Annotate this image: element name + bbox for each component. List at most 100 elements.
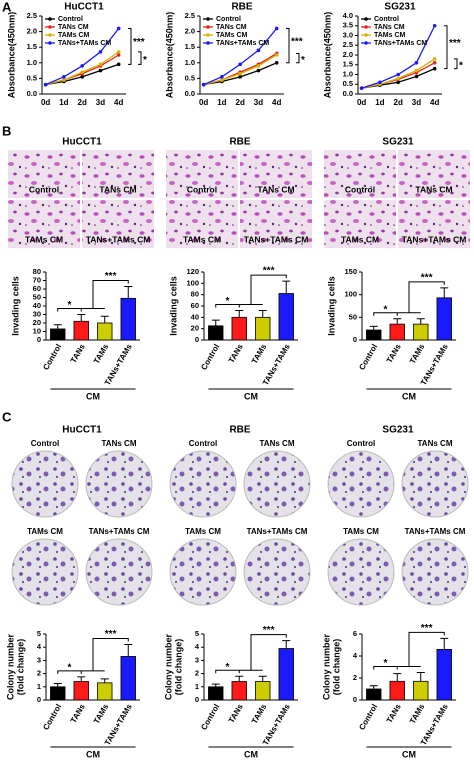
bar (120, 297, 136, 341)
micrograph (324, 200, 396, 248)
x-tick-label: Control (199, 703, 221, 732)
x-tick-label: 0d (357, 98, 366, 107)
y-tick-label: 80 (33, 267, 41, 276)
annotation: *** (263, 266, 275, 277)
image-title: HuCCT1 (62, 425, 102, 436)
y-tick-label: 1 (195, 682, 199, 691)
error-bar (53, 683, 62, 687)
y-tick-label: 4 (353, 651, 358, 660)
x-tick-label: TAMs (92, 702, 111, 725)
error-bar (416, 672, 425, 682)
y-tick-label: 30 (33, 309, 41, 318)
colony-plate (11, 538, 79, 606)
image-label: TAMs CM (341, 234, 379, 244)
bar (231, 316, 247, 341)
x-tick-label: Control (357, 343, 379, 372)
bar (231, 681, 247, 701)
significance-bracket (138, 51, 142, 65)
error-bar (77, 314, 86, 322)
panel-label: B (2, 123, 11, 138)
y-tick-label: 2.0 (185, 27, 195, 36)
significance-bracket (128, 27, 132, 65)
annotation: * (226, 296, 230, 307)
legend-marker (206, 41, 210, 45)
annotation: * (301, 55, 305, 66)
bar (97, 682, 113, 701)
error-bar (282, 640, 291, 649)
chart-title: HuCCT1 (64, 2, 104, 13)
y-tick-label: 4 (195, 642, 200, 651)
significance-bracket (454, 58, 458, 70)
legend-marker (48, 25, 52, 29)
legend-label: TANs CM (374, 24, 405, 31)
x-tick-label: 3d (254, 98, 263, 107)
colony-plate (327, 538, 395, 606)
y-tick-label: 3 (37, 655, 41, 664)
y-tick-label: 1.5 (343, 60, 353, 69)
data-point (414, 68, 419, 73)
image-label: TAMs CM (27, 527, 63, 536)
data-point (432, 61, 437, 65)
data-point (414, 61, 419, 65)
legend-marker (48, 33, 52, 37)
micrograph (324, 150, 396, 198)
error-bar (282, 280, 291, 294)
error-bar (124, 285, 133, 299)
x-tick-label: 3d (412, 98, 421, 107)
significance-bracket (373, 666, 421, 670)
x-tick-label: 0d (199, 98, 208, 107)
x-tick-label: TANs (385, 702, 403, 725)
y-tick-label: 1.5 (185, 42, 195, 51)
legend-label: TAMs CM (216, 32, 248, 39)
legend-label: TAMs CM (58, 32, 90, 39)
data-point (80, 64, 84, 68)
colony-plate (401, 538, 469, 606)
error-bar (369, 685, 378, 689)
x-tick-label: TAMs (408, 342, 427, 365)
significance-bracket (92, 638, 129, 671)
data-point (116, 50, 121, 54)
y-tick-label: 3.5 (343, 21, 353, 30)
group-label: CM (402, 391, 416, 401)
bar (366, 688, 382, 701)
bar (436, 649, 452, 701)
y-tick-label: 3.0 (343, 30, 353, 39)
bar (255, 316, 271, 341)
data-point (98, 68, 103, 73)
legend-label: TANs CM (58, 24, 89, 31)
annotation: * (68, 663, 72, 674)
x-tick-label: 0d (41, 98, 50, 107)
image-label: TAMs CM (185, 527, 221, 536)
legend-marker (206, 33, 210, 37)
image-label: Control (345, 184, 375, 194)
panel-label: A (2, 0, 12, 14)
bar (278, 648, 294, 701)
bar (255, 681, 271, 701)
group-label: CM (244, 391, 258, 401)
data-point (80, 75, 84, 79)
y-tick-label: 50 (33, 292, 41, 301)
image-label: Control (187, 184, 217, 194)
image-label: TANs+TAMs CM (86, 234, 151, 244)
y-tick-label: 10 (33, 326, 41, 335)
image-label: TANs+TAMs CM (247, 527, 308, 536)
y-tick-label: 20 (191, 324, 199, 333)
data-point (116, 26, 121, 31)
annotation: *** (421, 273, 433, 284)
legend-label: TANs+TAMs CM (58, 40, 111, 47)
image-title: RBE (229, 425, 250, 436)
legend-marker (364, 33, 368, 37)
x-tick-label: TANs (69, 342, 87, 365)
legend-label: TANs CM (216, 24, 247, 31)
image-title: SG231 (382, 137, 414, 148)
data-point (274, 26, 279, 31)
bar (208, 686, 224, 701)
image-label: TANs CM (102, 439, 137, 448)
legend-label: TAMs CM (374, 32, 406, 39)
error-bar (235, 675, 244, 682)
image-title: RBE (229, 137, 250, 148)
y-axis-label: Absorbance(450nm) (322, 12, 332, 99)
legend-marker (48, 41, 52, 45)
x-tick-label: TANs (69, 702, 87, 725)
data-point (238, 75, 242, 79)
